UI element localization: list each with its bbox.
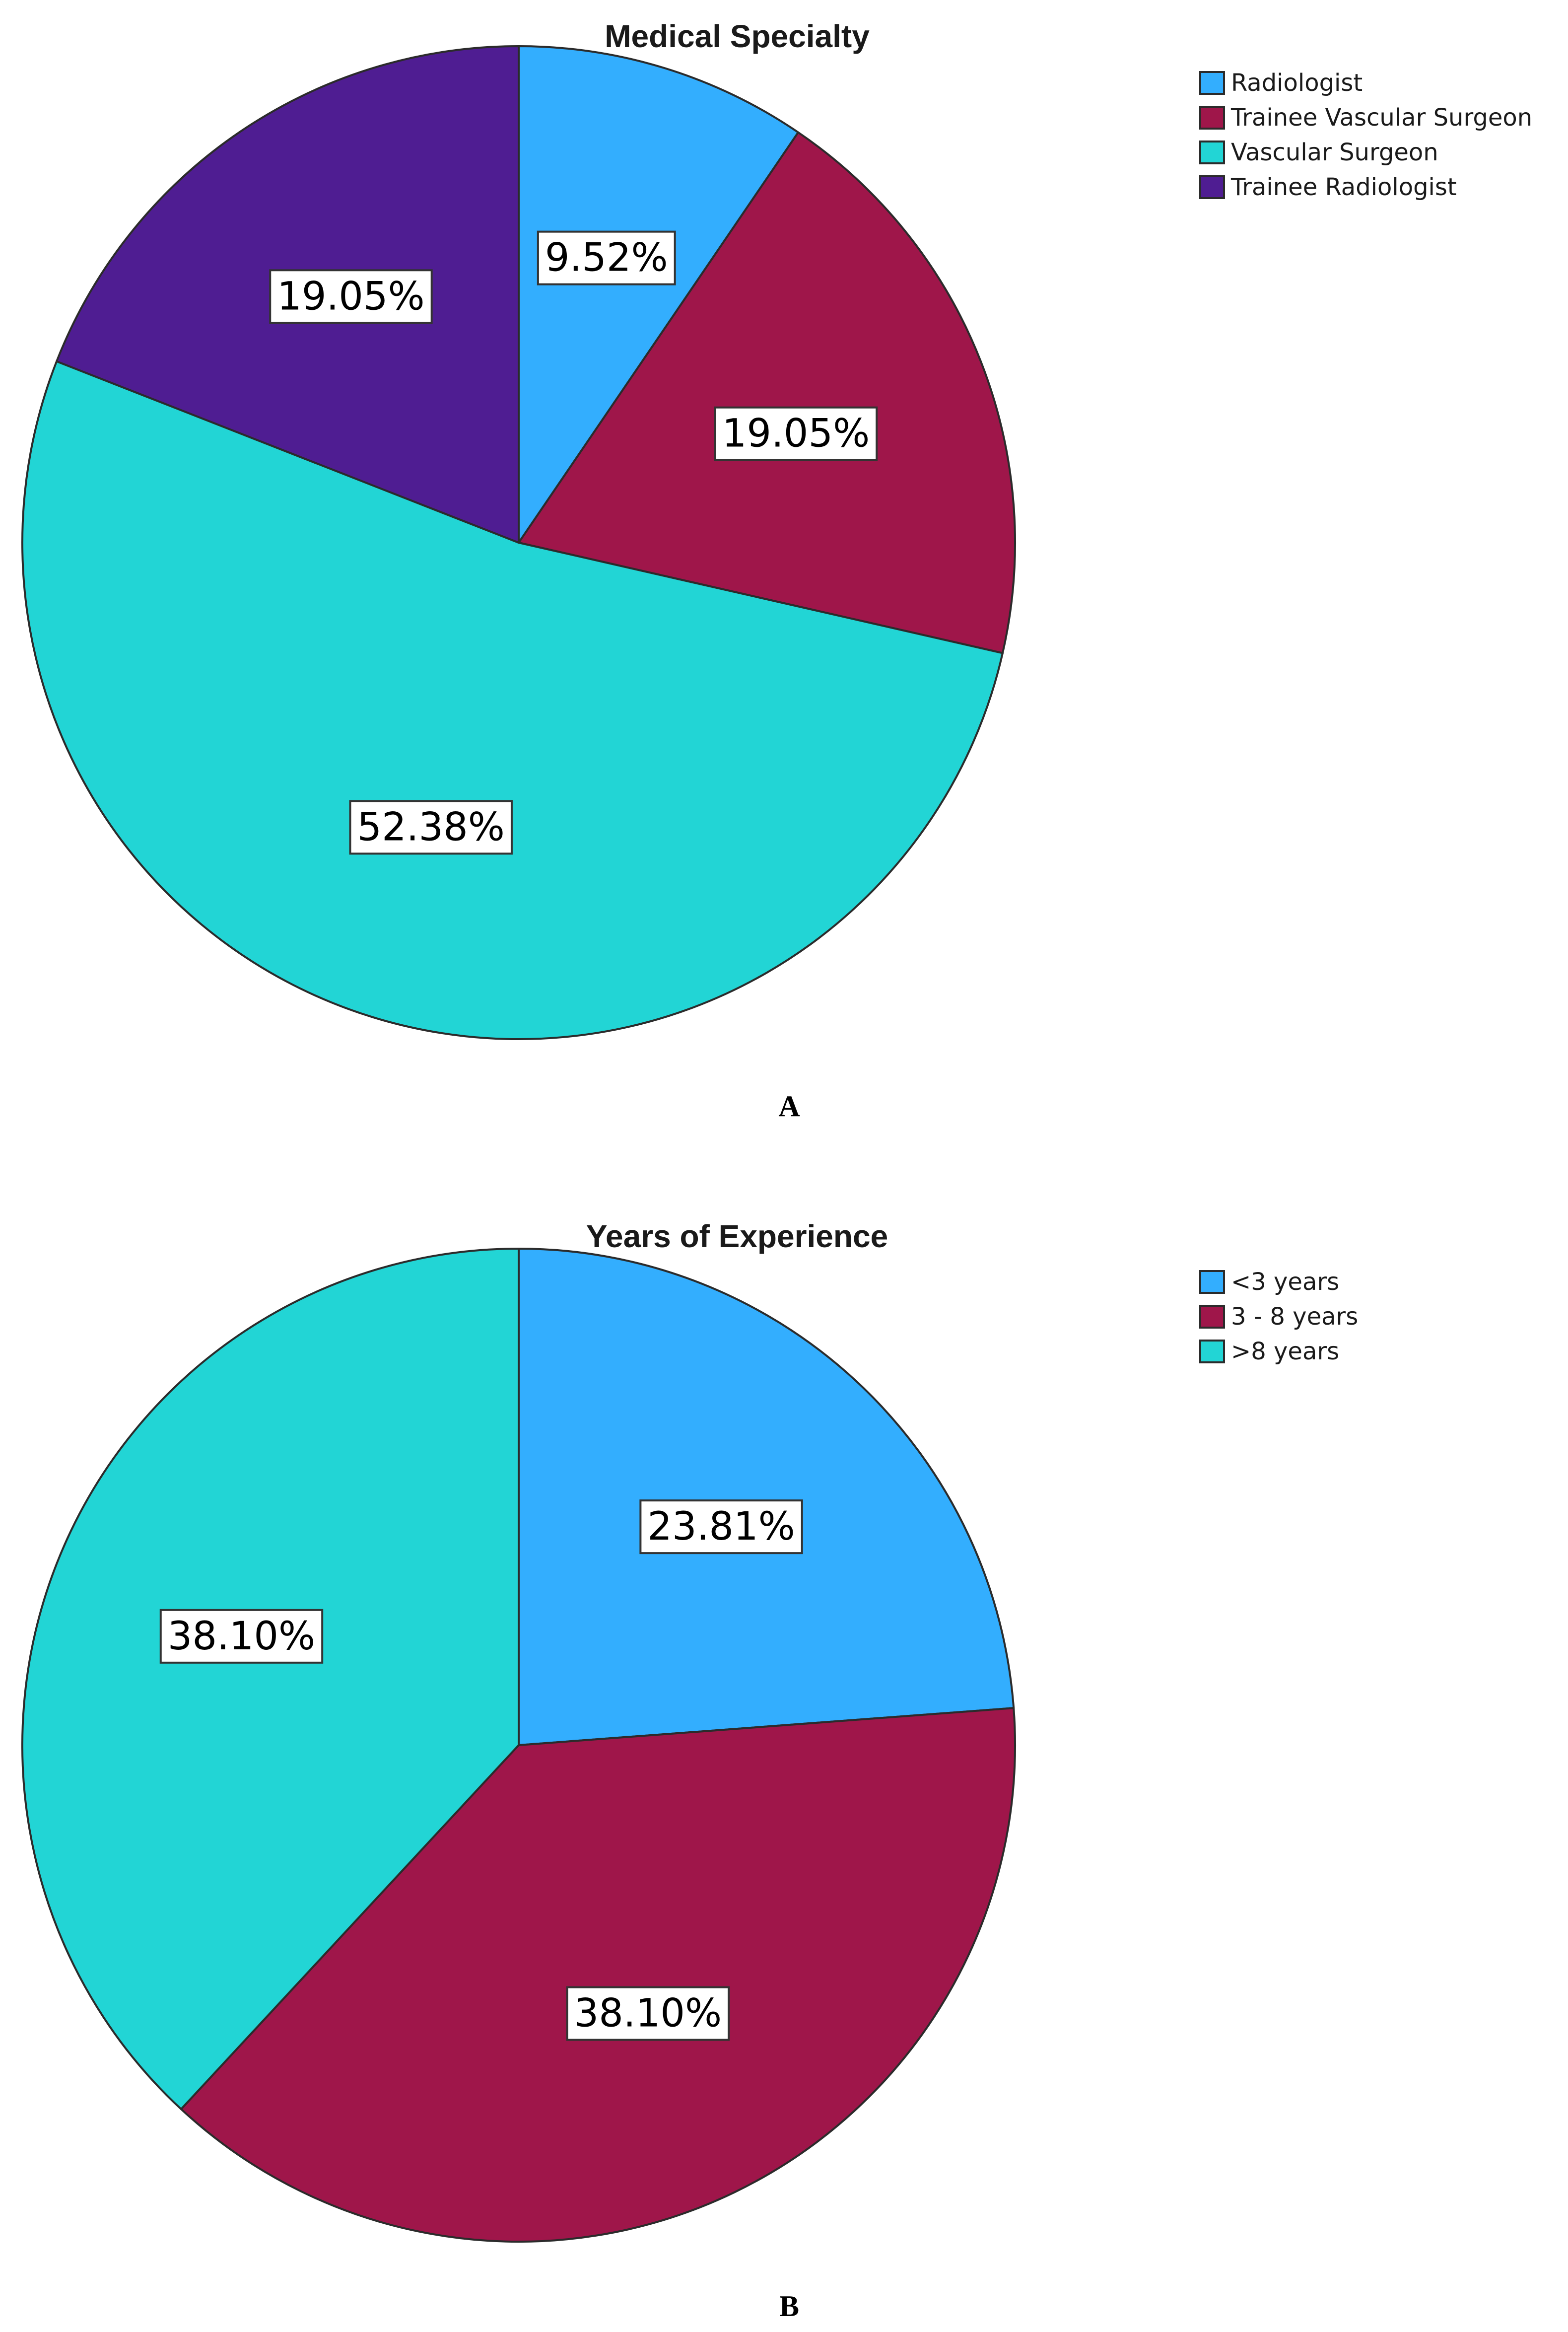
data-label-box xyxy=(159,1609,324,1664)
legend-swatch xyxy=(1199,1270,1225,1294)
data-label-vascular-surgeon: 52.38% xyxy=(349,800,513,855)
pie-slice-3-years xyxy=(518,1248,1015,1746)
legend-swatch xyxy=(1199,175,1225,199)
chart-title: Years of Experience xyxy=(586,1218,888,1254)
legend-item-3-years: <3 years xyxy=(1199,1268,1339,1296)
data-label-radiologist: 9.52% xyxy=(537,230,676,285)
chart-title: Medical Specialty xyxy=(605,18,870,54)
pie-chart-medical-specialty: Medical Specialty 9.52% 19.05% 52.38% 19.05… xyxy=(21,18,1532,1123)
pie-slices xyxy=(21,45,1016,1040)
legend: Radiologist Trainee Vascular Surgeon Vascu… xyxy=(1199,69,1532,201)
data-label-text: 19.05% xyxy=(722,412,870,456)
legend-label: Radiologist xyxy=(1231,69,1363,97)
legend-swatch xyxy=(1199,1340,1225,1363)
data-label-box xyxy=(537,230,676,285)
data-label-3-8-years: 38.10% xyxy=(566,1986,730,2041)
data-label-box xyxy=(566,1986,730,2041)
data-label-text: 38.10% xyxy=(168,1614,315,1659)
pie-chart-years-of-experience: Years of Experience 23.81% 38.10% 38.10% <… xyxy=(21,1218,1358,2323)
legend-label: Trainee Radiologist xyxy=(1230,173,1457,201)
legend-label: <3 years xyxy=(1231,1268,1339,1296)
legend-item-trainee-radiologist: Trainee Radiologist xyxy=(1199,173,1457,201)
data-label-3-years: 23.81% xyxy=(639,1499,803,1555)
legend-swatch xyxy=(1199,141,1225,164)
pie-slice-8-years xyxy=(21,1248,520,2111)
pie-slice-radiologist xyxy=(518,45,800,544)
data-label-text: 38.10% xyxy=(574,1991,722,2036)
panel-label: A xyxy=(778,1090,800,1123)
data-label-box xyxy=(349,800,513,855)
panel-label: B xyxy=(779,2290,799,2323)
legend-item-radiologist: Radiologist xyxy=(1199,69,1363,97)
data-label-box xyxy=(269,269,433,324)
data-label-text: 23.81% xyxy=(647,1504,795,1549)
pie-data-labels: 9.52% 19.05% 52.38% 19.05% xyxy=(269,230,878,855)
data-label-text: 19.05% xyxy=(277,274,424,319)
legend-swatch xyxy=(1199,106,1225,130)
data-label-8-years: 38.10% xyxy=(159,1609,324,1664)
legend-item-trainee-vascular-surgeon: Trainee Vascular Surgeon xyxy=(1199,104,1532,132)
legend: <3 years 3 - 8 years >8 years xyxy=(1199,1268,1358,1365)
data-label-box xyxy=(714,406,878,461)
data-label-trainee-radiologist: 19.05% xyxy=(269,269,433,324)
pie-slices xyxy=(21,1248,1016,2243)
data-label-text: 9.52% xyxy=(545,236,668,281)
legend-swatch xyxy=(1199,71,1225,95)
legend-swatch xyxy=(1199,1305,1225,1329)
legend-label: Trainee Vascular Surgeon xyxy=(1230,104,1532,132)
legend-item-3-8-years: 3 - 8 years xyxy=(1199,1303,1358,1331)
legend-label: >8 years xyxy=(1231,1338,1339,1365)
pie-slice-vascular-surgeon xyxy=(21,360,1004,1040)
legend-label: Vascular Surgeon xyxy=(1231,139,1438,166)
data-label-trainee-vascular-surgeon: 19.05% xyxy=(714,406,878,461)
data-label-text: 52.38% xyxy=(357,805,505,849)
legend-label: 3 - 8 years xyxy=(1231,1303,1358,1331)
pie-slice-trainee-vascular-surgeon xyxy=(518,131,1016,654)
pie-slice-3-8-years xyxy=(180,1707,1016,2243)
legend-item-vascular-surgeon: Vascular Surgeon xyxy=(1199,139,1438,166)
data-label-box xyxy=(639,1499,803,1555)
pie-data-labels: 23.81% 38.10% 38.10% xyxy=(159,1499,803,2041)
legend-item-8-years: >8 years xyxy=(1199,1338,1339,1365)
